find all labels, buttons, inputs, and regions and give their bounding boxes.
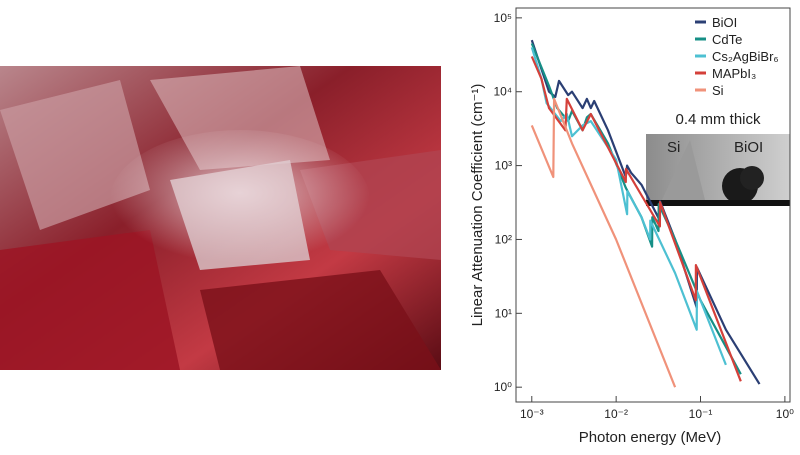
y-tick-label: 10¹ bbox=[495, 306, 512, 320]
series-line bbox=[530, 97, 677, 388]
legend-label: MAPbI₃ bbox=[712, 66, 756, 81]
legend-label: CdTe bbox=[712, 32, 742, 47]
x-tick-label: 10⁻¹ bbox=[689, 407, 713, 421]
series-line bbox=[530, 46, 727, 366]
inset-label: Si bbox=[667, 139, 680, 156]
y-tick-label: 10³ bbox=[495, 159, 512, 173]
y-tick-label: 10⁴ bbox=[493, 85, 512, 99]
x-tick-label: 10⁻² bbox=[604, 407, 628, 421]
x-tick-label: 10⁰ bbox=[776, 407, 794, 421]
y-tick-label: 10⁰ bbox=[494, 380, 512, 394]
x-tick-label: 10⁻³ bbox=[520, 407, 544, 421]
x-axis-label: Photon energy (MeV) bbox=[579, 429, 722, 446]
photo bbox=[0, 66, 441, 370]
inset-title: 0.4 mm thick bbox=[675, 111, 761, 128]
legend-label: Si bbox=[712, 83, 724, 98]
plot-frame bbox=[515, 7, 791, 403]
series-line bbox=[530, 56, 742, 382]
legend-label: BiOI bbox=[712, 15, 737, 30]
y-tick-label: 10² bbox=[495, 232, 512, 246]
y-tick-label: 10⁵ bbox=[494, 11, 512, 25]
series-line bbox=[530, 39, 761, 385]
legend-label: Cs₂AgBiBr₆ bbox=[712, 49, 779, 64]
y-axis-label: Linear Attenuation Coefficient (cm⁻¹) bbox=[469, 84, 486, 327]
inset-label: BiOI bbox=[734, 139, 763, 156]
inset-image bbox=[646, 134, 790, 206]
